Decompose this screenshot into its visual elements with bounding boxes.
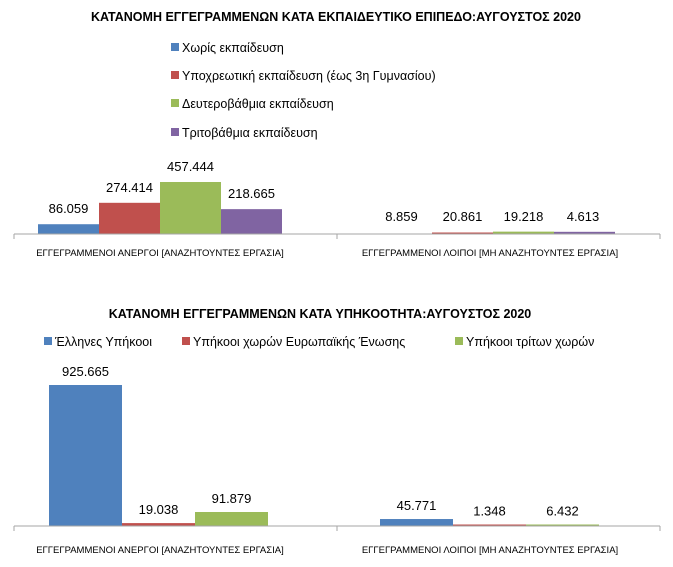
chart1-data-label-s3-c1: 19.218 [504,209,544,224]
chart2-data-label-s1-c1: 1.348 [473,504,506,519]
chart1-legend-label-2: Δευτεροβάθμια εκπαίδευση [182,97,334,111]
chart1-data-label-s2-c0: 457.444 [167,159,214,174]
chart-citizenship: ΚΑΤΑΝΟΜΗ ΕΓΓΕΓΡΑΜΜΕΝΩΝ ΚΑΤΑ ΥΠΗΚΟΟΤΗΤΑ:Α… [13,307,661,556]
chart1-data-label-s1-c1: 8.859 [385,209,418,224]
chart2-data-label-s1-c0: 19.038 [139,502,179,517]
chart1-bars: 86.059 274.414 8.859 457.444 20.861 218.665 19… [38,159,615,234]
chart1-legend-swatch-3 [171,128,179,136]
chart1-bar-s0-c0 [38,224,99,234]
chart1-data-label-s0-c0: 86.059 [49,201,89,216]
chart1-bar-s2-c0 [160,182,221,234]
chart2-category-label-0: ΕΓΓΕΓΡΑΜΜΕΝΟΙ ΑΝΕΡΓΟΙ [ΑΝΑΖΗΤΟΥΝΤΕΣ ΕΡΓΑ… [36,545,284,556]
chart1-legend-label-0: Χωρίς εκπαίδευση [182,41,284,55]
chart2-category-label-1: ΕΓΓΕΓΡΑΜΜΕΝΟΙ ΛΟΙΠΟΙ [ΜΗ ΑΝΑΖΗΤΟΥΝΤΕΣ ΕΡ… [362,545,618,556]
chart1-data-label-s3-c0: 218.665 [228,186,275,201]
chart2-legend-swatch-0 [44,337,52,345]
chart1-bar-s1-c1 [432,232,493,234]
chart1-data-label-extra: 4.613 [567,209,600,224]
chart2-bar-s2-c0 [195,512,268,526]
chart2-legend: Έλληνες Υπήκοοι Υπήκοοι χωρών Ευρωπαϊκής… [44,335,594,349]
chart-education: ΚΑΤΑΝΟΜΗ ΕΓΓΕΓΡΑΜΜΕΝΩΝ ΚΑΤΑ ΕΚΠΑΙΔΕΥΤΙΚΟ… [13,10,661,259]
chart2-legend-swatch-2 [455,337,463,345]
chart2-data-label-s0-c1: 45.771 [397,498,437,513]
chart2-title: ΚΑΤΑΝΟΜΗ ΕΓΓΕΓΡΑΜΜΕΝΩΝ ΚΑΤΑ ΥΠΗΚΟΟΤΗΤΑ:Α… [109,307,532,321]
chart1-data-label-s2-c1: 20.861 [443,209,483,224]
chart1-bar-s1-c0 [99,202,160,234]
chart1-bar-s2-c1 [493,231,554,234]
chart2-bar-s0-c0 [49,385,122,526]
chart2-bar-s0-c1 [380,519,453,526]
chart2-data-label-s0-c0: 925.665 [62,364,109,379]
chart2-legend-swatch-1 [182,337,190,345]
chart1-legend-swatch-1 [171,71,179,79]
chart2-data-label-s2-c0: 91.879 [212,491,252,506]
chart2-legend-label-1: Υπήκοοι χωρών Ευρωπαϊκής Ένωσης [193,335,405,349]
chart1-category-label-1: ΕΓΓΕΓΡΑΜΜΕΝΟΙ ΛΟΙΠΟΙ [ΜΗ ΑΝΑΖΗΤΟΥΝΤΕΣ ΕΡ… [362,248,618,259]
chart2-legend-label-0: Έλληνες Υπήκοοι [54,335,152,349]
chart2-bar-s2-c1 [526,524,599,526]
chart1-legend-label-3: Τριτοβάθμια εκπαίδευση [182,126,318,140]
chart1-title: ΚΑΤΑΝΟΜΗ ΕΓΓΕΓΡΑΜΜΕΝΩΝ ΚΑΤΑ ΕΚΠΑΙΔΕΥΤΙΚΟ… [91,10,581,24]
chart1-bar-s3-c1 [554,231,615,234]
chart2-bar-s1-c1 [453,524,526,526]
chart1-data-label-s1-c0: 274.414 [106,180,153,195]
chart2-bar-s1-c0 [122,523,195,526]
chart2-data-label-s2-c1: 6.432 [546,504,579,519]
chart2-legend-label-2: Υπήκοοι τρίτων χωρών [466,335,594,349]
chart1-legend-swatch-2 [171,99,179,107]
chart1-legend-label-1: Υποχρεωτική εκπαίδευση (έως 3η Γυμνασίου… [182,69,436,83]
chart1-legend: Χωρίς εκπαίδευση Υποχρεωτική εκπαίδευση … [171,41,436,140]
chart1-category-label-0: ΕΓΓΕΓΡΑΜΜΕΝΟΙ ΑΝΕΡΓΟΙ [ΑΝΑΖΗΤΟΥΝΤΕΣ ΕΡΓΑ… [36,248,284,259]
chart1-bar-s3-c0 [221,209,282,234]
chart2-bars: 925.665 45.771 19.038 1.348 91.879 6.432 [49,364,599,526]
chart1-legend-swatch-0 [171,43,179,51]
